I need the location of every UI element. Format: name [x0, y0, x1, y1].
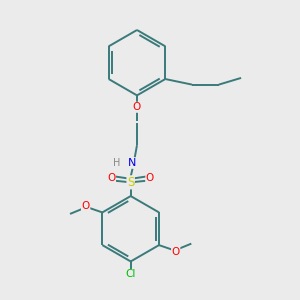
Text: O: O [133, 102, 141, 112]
Text: S: S [127, 176, 134, 189]
Text: O: O [172, 247, 180, 257]
Text: O: O [107, 173, 116, 183]
Text: Cl: Cl [125, 269, 136, 280]
Text: N: N [128, 158, 137, 168]
Text: H: H [113, 158, 121, 168]
Text: O: O [146, 173, 154, 183]
Text: O: O [82, 201, 90, 211]
